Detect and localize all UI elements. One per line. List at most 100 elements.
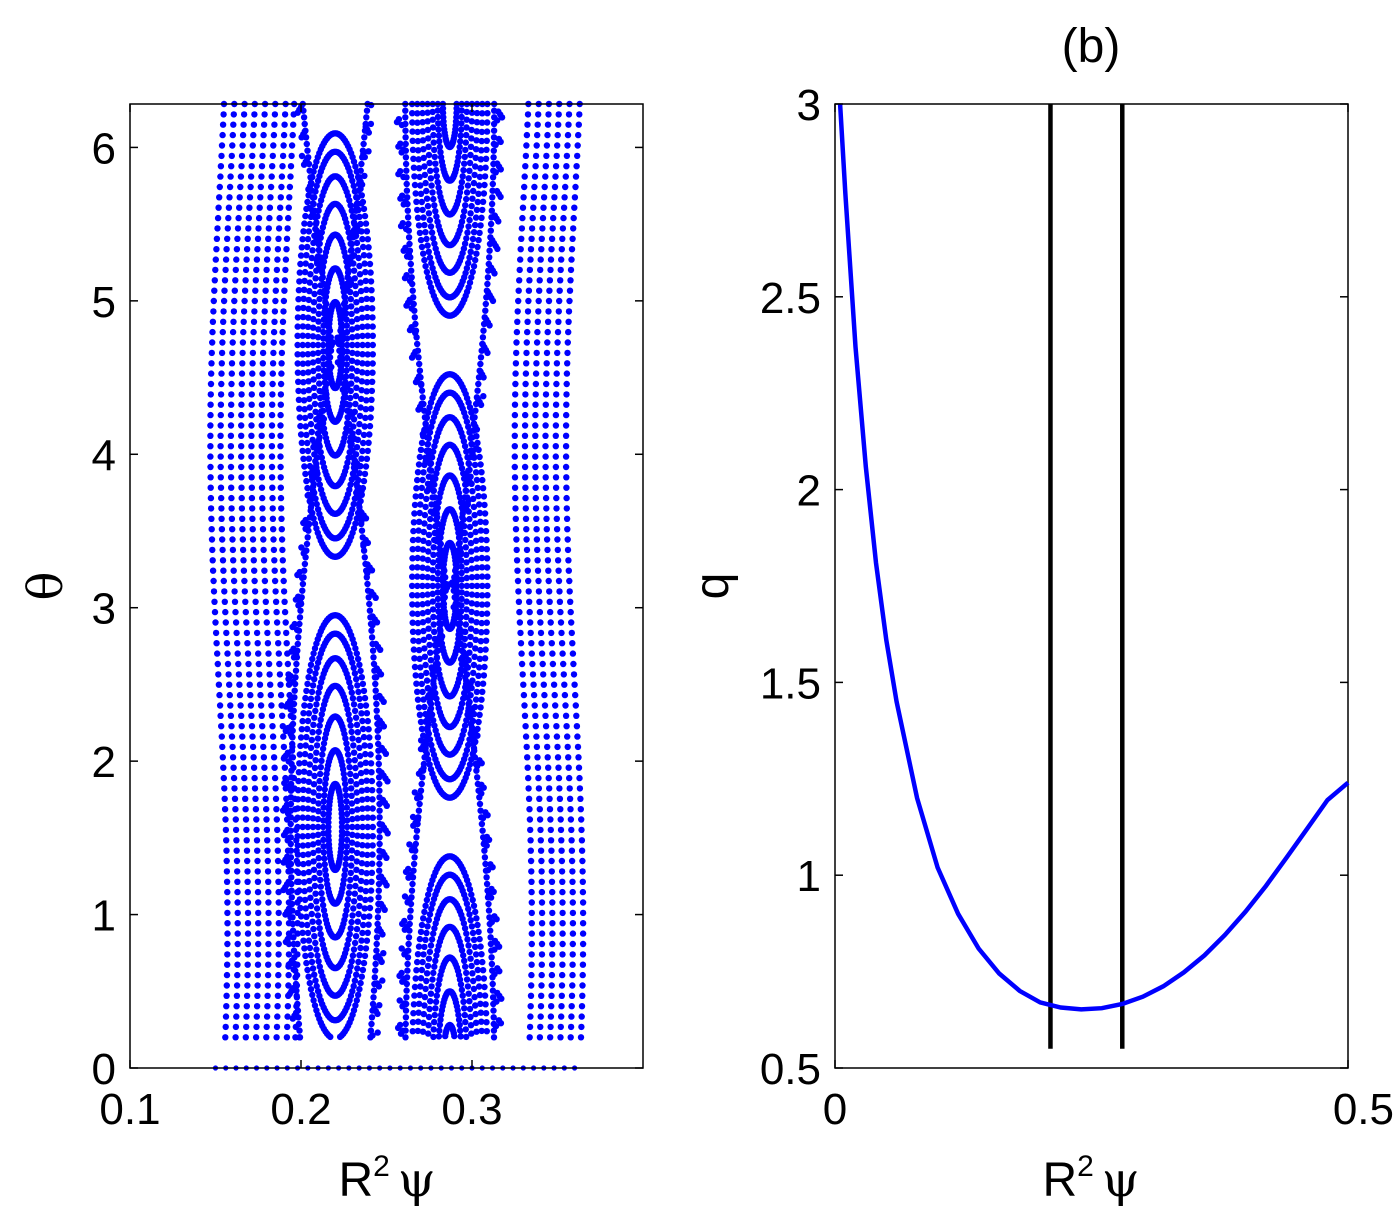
poincare-point xyxy=(532,152,540,160)
poincare-point xyxy=(579,940,587,948)
poincare-point xyxy=(467,1021,475,1029)
poincare-point xyxy=(252,806,260,813)
poincare-point xyxy=(457,640,465,648)
poincare-point xyxy=(321,786,328,793)
poincare-point xyxy=(259,360,266,367)
poincare-point xyxy=(527,837,534,844)
poincare-point xyxy=(430,680,437,688)
poincare-point xyxy=(477,704,484,711)
poincare-point xyxy=(208,515,215,522)
poincare-point xyxy=(260,546,267,554)
poincare-point xyxy=(393,118,401,126)
poincare-point xyxy=(264,857,271,865)
poincare-point xyxy=(313,898,320,905)
poincare-point xyxy=(414,137,422,145)
poincare-point xyxy=(429,590,436,597)
poincare-point xyxy=(418,243,426,251)
poincare-point xyxy=(221,598,228,605)
poincare-point xyxy=(248,391,255,398)
poincare-point xyxy=(435,126,442,133)
poincare-point xyxy=(422,503,429,511)
poincare-point xyxy=(532,712,539,719)
poincare-point xyxy=(461,240,469,247)
poincare-point xyxy=(435,1033,443,1040)
poincare-point xyxy=(228,163,235,170)
poincare-point xyxy=(248,443,255,450)
poincare-point xyxy=(479,680,487,687)
poincare-point xyxy=(527,992,535,999)
poincare-point xyxy=(271,318,278,325)
poincare-point xyxy=(486,247,493,254)
poincare-point xyxy=(223,857,230,865)
poincare-point xyxy=(462,487,469,494)
poincare-point xyxy=(523,339,530,346)
poincare-point xyxy=(356,262,363,270)
poincare-point xyxy=(480,327,487,334)
poincare-point xyxy=(348,357,356,364)
poincare-point xyxy=(405,220,412,228)
poincare-point xyxy=(360,140,367,148)
poincare-point xyxy=(304,147,311,154)
poincare-point xyxy=(226,691,233,699)
poincare-point xyxy=(480,190,488,197)
poincare-point xyxy=(563,391,570,398)
poincare-point xyxy=(356,271,364,278)
poincare-point xyxy=(269,401,276,408)
poincare-point xyxy=(281,287,288,294)
poincare-point xyxy=(299,341,306,349)
poincare-point xyxy=(292,596,300,603)
poincare-point xyxy=(558,640,566,647)
poincare-point xyxy=(427,167,434,174)
poincare-point xyxy=(535,774,542,782)
poincare-point xyxy=(555,577,563,585)
poincare-point xyxy=(223,847,230,854)
poincare-point xyxy=(354,823,361,831)
poincare-point xyxy=(269,494,276,502)
poincare-point xyxy=(555,774,563,782)
poincare-point xyxy=(229,339,236,346)
poincare-point xyxy=(358,296,365,304)
poincare-point xyxy=(463,613,470,621)
poincare-point xyxy=(463,116,470,123)
poincare-point xyxy=(258,474,266,481)
poincare-point xyxy=(461,722,469,729)
poincare-point xyxy=(554,349,561,357)
poincare-point xyxy=(362,702,370,709)
poincare-point xyxy=(358,937,365,944)
poincare-point xyxy=(409,137,416,144)
poincare-point xyxy=(376,807,383,814)
poincare-point xyxy=(247,173,255,180)
poincare-point xyxy=(238,411,245,419)
poincare-point xyxy=(474,921,481,929)
poincare-point xyxy=(537,847,545,854)
poincare-point xyxy=(341,872,348,879)
poincare-point xyxy=(371,974,378,981)
poincare-point xyxy=(315,373,322,380)
poincare-point xyxy=(313,256,320,264)
poincare-point xyxy=(410,637,417,644)
poincare-point xyxy=(470,669,477,677)
poincare-point xyxy=(423,669,430,677)
poincare-point xyxy=(264,1003,271,1010)
poincare-point xyxy=(568,619,575,626)
poincare-point xyxy=(278,183,285,191)
poincare-point xyxy=(484,812,491,819)
poincare-point xyxy=(304,243,311,251)
poincare-point xyxy=(305,937,313,944)
poincare-point xyxy=(345,454,352,461)
poincare-point xyxy=(532,380,540,388)
poincare-point xyxy=(563,505,570,512)
poincare-point xyxy=(258,173,265,180)
poincare-point xyxy=(423,677,431,684)
poincare-point xyxy=(395,143,402,150)
poincare-point xyxy=(467,720,475,728)
poincare-point xyxy=(478,214,485,221)
poincare-point xyxy=(469,970,476,977)
poincare-point xyxy=(424,582,431,590)
poincare-point xyxy=(544,339,551,346)
poincare-point xyxy=(472,1002,479,1009)
poincare-point xyxy=(425,548,432,555)
poincare-point xyxy=(271,111,279,118)
poincare-point xyxy=(481,181,488,189)
poincare-point xyxy=(428,741,435,749)
